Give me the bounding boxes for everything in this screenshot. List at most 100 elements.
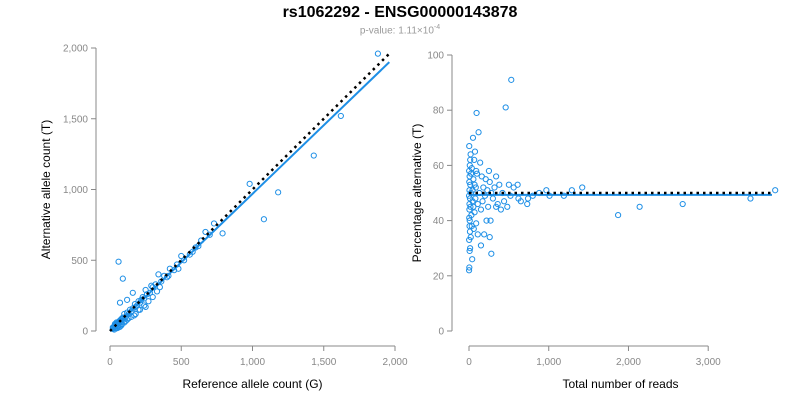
plot1-data-point (202, 228, 209, 236)
plot2-x-axis-title: Total number of reads (562, 377, 678, 391)
plot1-y-tick-label: 500 (71, 256, 88, 267)
chart-title: rs1062292 - ENSG00000143878 (282, 4, 518, 21)
plot2-data-point (524, 200, 531, 208)
plot1-data-point (153, 288, 161, 295)
plot2-y-tick-label: 20 (433, 271, 445, 282)
plot2-data-point (491, 184, 498, 191)
plot2-data-point (514, 181, 521, 188)
plot1-data-point (136, 306, 144, 313)
plot2-data-point (471, 181, 478, 188)
chart-subtitle: p-value: 1.11×10-4 (0, 24, 800, 36)
plot1-data-point (178, 252, 185, 260)
plot1-x-tick-label: 1,000 (240, 357, 265, 368)
plot1-reference-line (109, 52, 391, 332)
plot1-fit-line (109, 61, 390, 332)
plot2-data-point (508, 76, 515, 83)
plot2-data-point (493, 173, 500, 180)
plot1-data-point (124, 296, 131, 303)
plot1-data-point (124, 316, 131, 323)
plot2-data-point (477, 206, 485, 213)
plot2-y-tick-label: 0 (438, 327, 444, 338)
plot2-data-point (615, 211, 622, 219)
plot1-y-tick-label: 1,500 (63, 114, 88, 125)
plot2-data-point (477, 242, 485, 249)
plot1-y-tick-label: 2,000 (63, 44, 88, 55)
plot1-data-point (142, 286, 149, 294)
plot2-data-point (466, 142, 473, 150)
plot2-data-point (467, 151, 474, 158)
plot2-data-point (488, 250, 495, 257)
plot1-data-point (115, 258, 122, 265)
plot1-data-point (374, 50, 381, 57)
plot1-x-axis-title: Reference allele count (G) (182, 377, 322, 391)
plot2-data-point (483, 217, 490, 224)
plot2-data-point (479, 198, 486, 205)
plot2-x-tick-label: 2,000 (616, 357, 641, 368)
plot1-data-point (275, 189, 282, 196)
plot1-data-point (145, 298, 152, 305)
plot2-data-point (500, 198, 508, 205)
plot1-x-tick-label: 1,500 (311, 357, 336, 368)
plot1-y-tick-label: 0 (82, 327, 88, 338)
plot2-data-point (466, 178, 473, 186)
plot2-data-point (473, 170, 481, 177)
plot2-data-point (474, 200, 481, 208)
plot2-y-tick-label: 60 (433, 161, 445, 172)
p-value-text: p-value: 1.11×10 (359, 25, 434, 37)
plot1-y-tick-label: 1,000 (63, 185, 88, 196)
plot2-data-point (524, 195, 532, 202)
plot2-y-tick-label: 100 (427, 51, 444, 62)
plot2-data-point (497, 206, 504, 213)
p-value-exponent: -4 (433, 24, 441, 31)
plot2-data-point (772, 187, 779, 194)
plot1-x-tick-label: 0 (107, 357, 113, 368)
plot1-x-tick-label: 2,000 (382, 357, 407, 368)
plot2-data-point (468, 223, 475, 230)
plot2-data-point (502, 104, 509, 111)
plot2-data-point (485, 203, 492, 210)
plot2-data-point (466, 247, 473, 255)
plot2-data-point (469, 256, 476, 263)
plot2-data-point (465, 267, 473, 274)
plot2-data-point (469, 134, 477, 141)
plot2-y-axis-title: Percentage alternative (T) (410, 124, 424, 263)
plot2-data-point (504, 203, 511, 210)
plot1-data-point (155, 271, 162, 278)
plot2-data-point (493, 203, 500, 210)
plot1-data-point (156, 284, 163, 291)
plot1-data-point (119, 275, 126, 282)
plot2-x-tick-label: 0 (466, 357, 472, 368)
plot2-data-point (466, 264, 473, 271)
plot1-data-point (142, 303, 149, 311)
plot2-data-point (473, 167, 480, 175)
plot2-data-point (486, 234, 493, 241)
plot2-data-point (466, 167, 473, 175)
plot2-data-point (679, 200, 686, 208)
plot1-data-point (109, 325, 116, 332)
plot2-data-point (467, 203, 474, 210)
plot1-data-point (132, 310, 139, 318)
plot2-data-point (471, 156, 478, 163)
plot2-data-point (489, 195, 497, 202)
plot1-data-point (141, 302, 148, 309)
plot2-y-tick-label: 80 (433, 106, 445, 117)
plot2-data-point (478, 173, 485, 180)
plot2-data-point (475, 129, 482, 136)
plot1-x-tick-label: 500 (173, 357, 190, 368)
plot1-data-point (125, 315, 132, 322)
plot1-data-point (131, 312, 138, 319)
plot2-data-point (487, 217, 494, 224)
plot1-data-point (129, 289, 136, 296)
plot1-data-point (310, 152, 317, 159)
plot2-y-tick-label: 40 (433, 216, 445, 227)
plot2-data-point (466, 200, 473, 208)
plot2-data-point (505, 181, 512, 188)
plot2-data-point (474, 231, 481, 238)
plot1-data-point (116, 299, 124, 306)
plot2-data-point (466, 228, 474, 235)
plot2-data-point (466, 214, 473, 221)
plot2-data-point (568, 187, 575, 194)
plot2-data-point (466, 236, 473, 244)
